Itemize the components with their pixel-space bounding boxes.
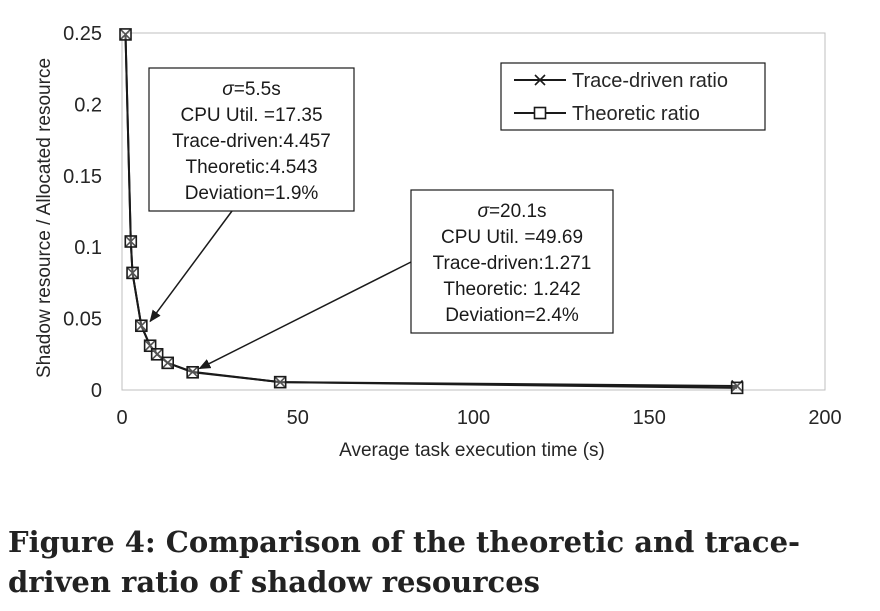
y-tick-label: 0.05 — [63, 309, 102, 331]
legend-marker-x-icon — [534, 74, 546, 86]
annotation-line: σ=20.1s — [477, 201, 546, 222]
theoretic-point — [273, 375, 287, 389]
trace-point — [161, 356, 174, 369]
annotation-callout: σ=5.5s CPU Util. =17.35 Trace-driven:4.457… — [148, 67, 355, 323]
theoretic-point — [730, 381, 744, 395]
chart: 0 50 100 150 200 0 0.05 0.1 0.15 0.2 0.25 Average… — [34, 23, 842, 461]
theoretic-point — [143, 339, 157, 353]
x-tick-label: 150 — [633, 407, 666, 429]
theoretic-point — [124, 235, 138, 248]
series-layer — [119, 28, 744, 395]
legend-label-trace: Trace-driven ratio — [572, 70, 728, 92]
y-axis-title: Shadow resource / Allocated resource — [34, 58, 55, 378]
y-tick-label: 0 — [91, 380, 102, 402]
annotation-box — [148, 67, 355, 212]
y-tick-label: 0.1 — [74, 237, 102, 259]
x-tick-label: 200 — [808, 407, 841, 429]
trace-point — [119, 28, 132, 41]
y-tick-label: 0.2 — [74, 94, 102, 116]
annotation-line: Theoretic:4.543 — [185, 157, 317, 178]
annotation-line: Deviation=1.9% — [185, 183, 319, 204]
annotation-arrow — [198, 261, 412, 370]
figure-caption: Figure 4: Comparison of the theoretic an… — [8, 525, 801, 599]
x-tick-labels: 0 50 100 150 200 — [116, 407, 841, 429]
theoretic-point — [186, 365, 199, 379]
legend-label-theoretic: Theoretic ratio — [572, 103, 700, 125]
trace-point — [124, 235, 137, 248]
trace-point — [126, 266, 139, 279]
annotation-line: CPU Util. =17.35 — [180, 105, 322, 126]
theoretic-point — [150, 347, 164, 361]
trace-point — [274, 376, 287, 389]
theoretic-point — [135, 319, 148, 333]
x-tick-label: 50 — [287, 407, 309, 429]
x-tick-label: 0 — [116, 407, 127, 429]
annotation-line: Deviation=2.4% — [445, 305, 579, 326]
annotation-line: Trace-driven:4.457 — [172, 131, 331, 152]
y-tick-labels: 0 0.05 0.1 0.15 0.2 0.25 — [63, 23, 102, 402]
x-axis-title: Average task execution time (s) — [339, 440, 605, 461]
trace-point — [186, 365, 199, 378]
theoretic-point — [119, 28, 132, 41]
theoretic-point — [161, 356, 174, 370]
annotation-arrow — [149, 210, 233, 323]
legend: Trace-driven ratio Theoretic ratio — [500, 62, 766, 131]
annotation-line: Trace-driven:1.271 — [433, 253, 592, 274]
x-tick-label: 100 — [457, 407, 490, 429]
annotation-callout: σ=20.1s CPU Util. =49.69 Trace-driven:1.27… — [198, 189, 614, 370]
annotations: σ=5.5s CPU Util. =17.35 Trace-driven:4.457… — [148, 67, 614, 370]
legend-marker-square-icon — [533, 106, 547, 120]
annotation-line: CPU Util. =49.69 — [441, 227, 583, 248]
trace-point — [135, 319, 148, 332]
y-tick-label: 0.15 — [63, 166, 102, 188]
annotation-line: Theoretic: 1.242 — [443, 279, 580, 300]
annotation-box — [410, 189, 614, 334]
annotation-line: σ=5.5s — [222, 79, 280, 100]
theoretic-point — [126, 266, 139, 280]
y-tick-label: 0.25 — [63, 23, 102, 45]
